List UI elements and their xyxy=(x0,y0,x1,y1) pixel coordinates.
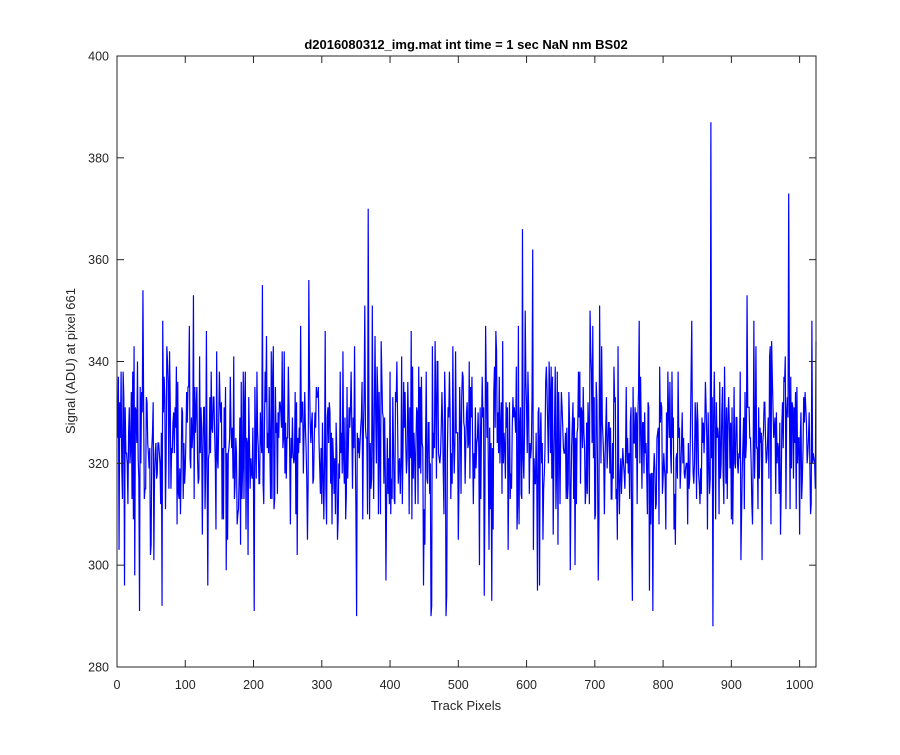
x-tick-label: 0 xyxy=(114,678,121,692)
y-tick-label: 300 xyxy=(88,559,109,573)
x-tick-label: 100 xyxy=(175,678,196,692)
x-axis: 0 100 200 300 400 500 600 700 800 900 1000 xyxy=(114,56,814,692)
y-tick-label: 280 xyxy=(88,661,109,675)
y-axis: 280 300 320 340 360 380 400 xyxy=(88,50,816,675)
x-tick-label: 800 xyxy=(653,678,674,692)
x-tick-label: 600 xyxy=(516,678,537,692)
series-line xyxy=(117,122,817,627)
y-tick-label: 360 xyxy=(88,253,109,267)
y-tick-label: 320 xyxy=(88,457,109,471)
y-tick-label: 380 xyxy=(88,151,109,165)
x-tick-label: 300 xyxy=(311,678,332,692)
y-axis-label: Signal (ADU) at pixel 661 xyxy=(63,288,78,434)
y-tick-label: 400 xyxy=(88,50,109,64)
x-tick-label: 500 xyxy=(448,678,469,692)
chart-title: d2016080312_img.mat int time = 1 sec NaN… xyxy=(304,37,627,52)
x-tick-label: 400 xyxy=(380,678,401,692)
y-tick-label: 340 xyxy=(88,355,109,369)
x-axis-label: Track Pixels xyxy=(431,698,502,713)
x-tick-label: 700 xyxy=(584,678,605,692)
x-tick-label: 1000 xyxy=(786,678,814,692)
x-tick-label: 900 xyxy=(721,678,742,692)
series-layer xyxy=(117,122,817,627)
x-tick-label: 200 xyxy=(243,678,264,692)
